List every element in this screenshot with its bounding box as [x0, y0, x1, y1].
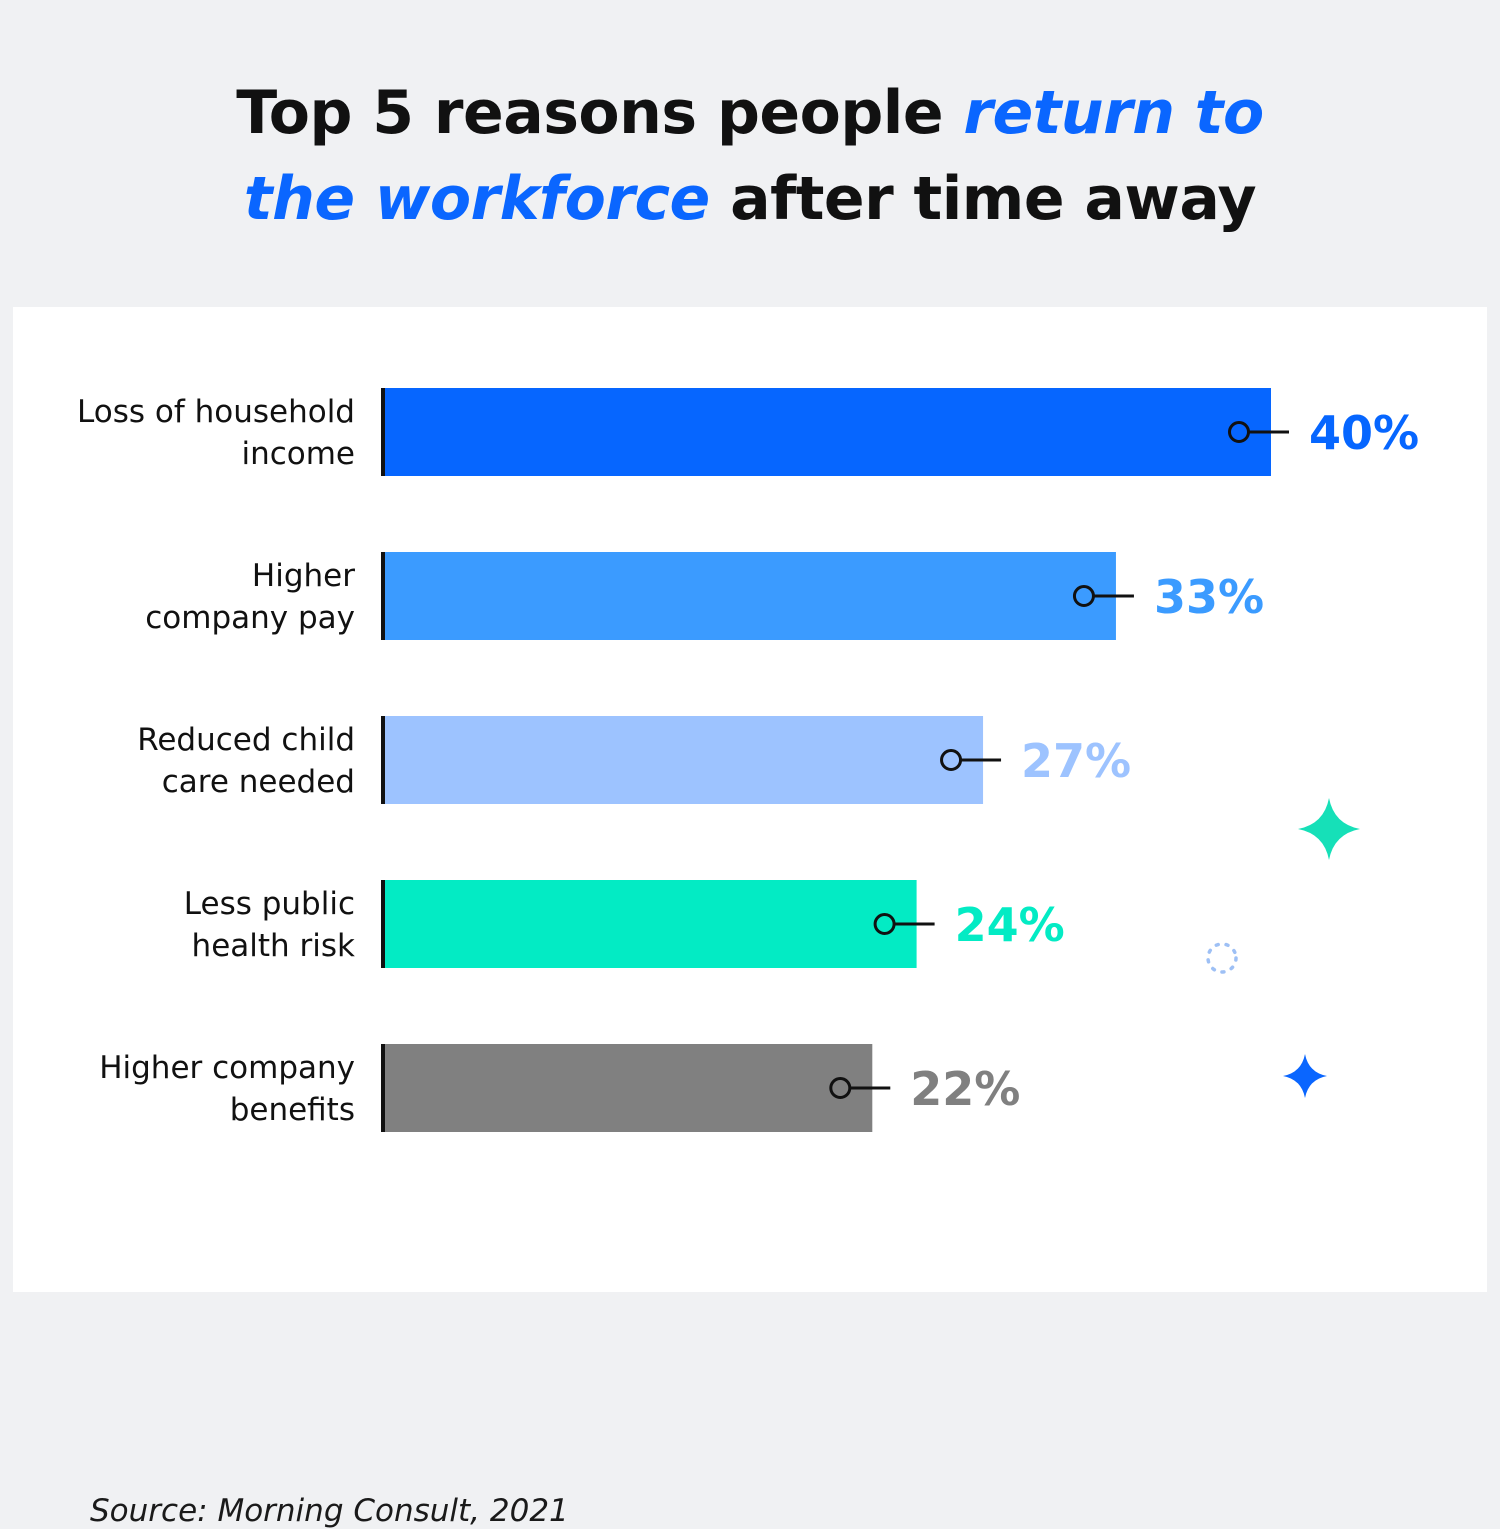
- sparkle-blue-icon: [1283, 1054, 1327, 1098]
- value-label-5: 22%: [910, 1062, 1020, 1116]
- marker-dot-4: [873, 913, 896, 935]
- value-label-1: 40%: [1309, 406, 1419, 460]
- category-label-2-line-2: company pay: [145, 600, 355, 636]
- category-label-5: Higher company benefits: [99, 1050, 355, 1128]
- bar-baseline-3: [381, 716, 385, 804]
- bar-3: [385, 716, 984, 804]
- title-part1: Top 5 reasons people: [236, 78, 964, 148]
- category-label-4-line-2: health risk: [192, 928, 355, 964]
- bar-4: [385, 880, 917, 968]
- category-label-5-line-2: benefits: [230, 1092, 355, 1128]
- title-part2: after time away: [709, 164, 1257, 234]
- source-note: Source: Morning Consult, 2021: [90, 1493, 569, 1529]
- value-label-4: 24%: [955, 898, 1065, 952]
- chart-panel: 40% Loss of household income 33% Higher compa…: [13, 307, 1487, 1529]
- bar-baseline-2: [381, 552, 385, 640]
- category-label-4: Less public health risk: [184, 886, 355, 964]
- chart-title: Top 5 reasons people return to the workfo…: [0, 70, 1500, 242]
- title-highlight-1: return to: [963, 78, 1264, 148]
- value-label-3: 27%: [1021, 734, 1131, 788]
- bar-5: [385, 1044, 873, 1132]
- dotted-circle-icon: [1206, 942, 1238, 974]
- bar-baseline-1: [381, 388, 385, 476]
- value-label-2: 33%: [1154, 570, 1264, 624]
- marker-dot-3: [940, 749, 963, 771]
- category-label-3-line-2: care needed: [162, 764, 355, 800]
- category-label-5-line-1: Higher company: [99, 1050, 355, 1086]
- category-label-3: Reduced child care needed: [137, 722, 355, 800]
- bar-baseline-5: [381, 1044, 385, 1132]
- sparkle-teal-icon: [1298, 798, 1360, 860]
- category-label-1-line-2: income: [241, 436, 355, 472]
- marker-dot-1: [1228, 421, 1250, 443]
- bar-chart: 40% Loss of household income 33% Higher compa…: [77, 388, 1419, 1132]
- category-label-1-line-1: Loss of household: [77, 394, 355, 430]
- category-label-2: Higher company pay: [145, 558, 355, 636]
- category-label-4-line-1: Less public: [184, 886, 355, 922]
- marker-dot-5: [829, 1077, 852, 1099]
- bar-2: [385, 552, 1116, 640]
- marker-dot-2: [1072, 585, 1095, 607]
- title-highlight-2: the workforce: [243, 164, 710, 234]
- category-label-2-line-1: Higher: [252, 558, 355, 594]
- category-label-1: Loss of household income: [77, 394, 355, 472]
- bar-baseline-4: [381, 880, 385, 968]
- category-label-3-line-1: Reduced child: [137, 722, 355, 758]
- bar-1: [385, 388, 1271, 476]
